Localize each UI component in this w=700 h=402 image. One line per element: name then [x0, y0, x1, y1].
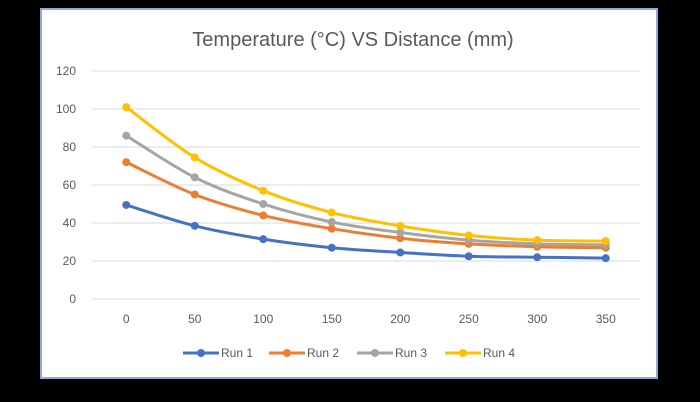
data-point — [190, 221, 199, 230]
y-tick-label: 0 — [69, 292, 76, 306]
x-tick-label: 250 — [459, 312, 479, 326]
x-tick-label: 150 — [322, 312, 342, 326]
legend: Run 1 Run 2 Run 3 Run 4 — [183, 346, 515, 360]
data-point — [190, 153, 199, 162]
legend-marker — [283, 349, 291, 357]
series-2 — [122, 158, 610, 252]
data-point — [533, 253, 542, 262]
data-point — [259, 211, 268, 220]
legend-label: Run 4 — [483, 346, 515, 360]
data-point — [327, 224, 336, 233]
y-tick-label: 120 — [56, 64, 76, 78]
y-axis-ticks: 0 20 40 60 80 100 120 — [56, 64, 76, 306]
legend-label: Run 2 — [307, 346, 339, 360]
x-tick-label: 100 — [253, 312, 273, 326]
y-tick-label: 100 — [56, 102, 76, 116]
data-point — [601, 237, 610, 246]
data-point — [396, 228, 405, 237]
chart-title: Temperature (°C) VS Distance (mm) — [192, 29, 513, 51]
legend-label: Run 3 — [395, 346, 427, 360]
y-tick-label: 40 — [63, 216, 77, 230]
data-point — [122, 200, 131, 209]
y-tick-label: 20 — [63, 254, 77, 268]
y-tick-label: 80 — [63, 140, 77, 154]
legend-marker — [371, 349, 379, 357]
series-line — [124, 160, 608, 250]
line-chart: Temperature (°C) VS Distance (mm) 0 20 40 6… — [56, 29, 640, 360]
y-tick-label: 60 — [63, 178, 77, 192]
data-point — [533, 236, 542, 245]
data-point — [122, 158, 131, 167]
series-group — [122, 103, 610, 263]
legend-item: Run 1 — [183, 346, 253, 360]
data-point — [464, 231, 473, 240]
series-line — [124, 203, 608, 260]
x-tick-label: 200 — [390, 312, 410, 326]
data-point — [259, 186, 268, 195]
data-point — [601, 254, 610, 263]
legend-label: Run 1 — [221, 346, 253, 360]
data-point — [190, 173, 199, 182]
legend-item: Run 3 — [357, 346, 427, 360]
series-line — [124, 105, 608, 243]
series-line — [124, 134, 608, 247]
chart-panel: Temperature (°C) VS Distance (mm) 0 20 40 6… — [40, 8, 658, 379]
series-1 — [122, 200, 610, 263]
data-point — [327, 243, 336, 252]
data-point — [396, 234, 405, 243]
series-3 — [122, 131, 610, 249]
x-tick-label: 350 — [596, 312, 616, 326]
data-point — [259, 235, 268, 244]
data-point — [396, 221, 405, 230]
data-point — [396, 248, 405, 257]
legend-marker — [197, 349, 205, 357]
legend-item: Run 4 — [445, 346, 515, 360]
data-point — [464, 252, 473, 261]
x-tick-label: 50 — [188, 312, 202, 326]
data-point — [327, 208, 336, 217]
data-point — [327, 218, 336, 227]
data-point — [122, 103, 131, 112]
series-4 — [122, 103, 610, 246]
data-point — [190, 190, 199, 199]
x-tick-label: 0 — [123, 312, 130, 326]
data-point — [122, 131, 131, 140]
legend-item: Run 2 — [269, 346, 339, 360]
x-tick-label: 300 — [527, 312, 547, 326]
legend-marker — [459, 349, 467, 357]
data-point — [259, 200, 268, 208]
x-axis-ticks: 0 50 100 150 200 250 300 350 — [123, 312, 616, 326]
